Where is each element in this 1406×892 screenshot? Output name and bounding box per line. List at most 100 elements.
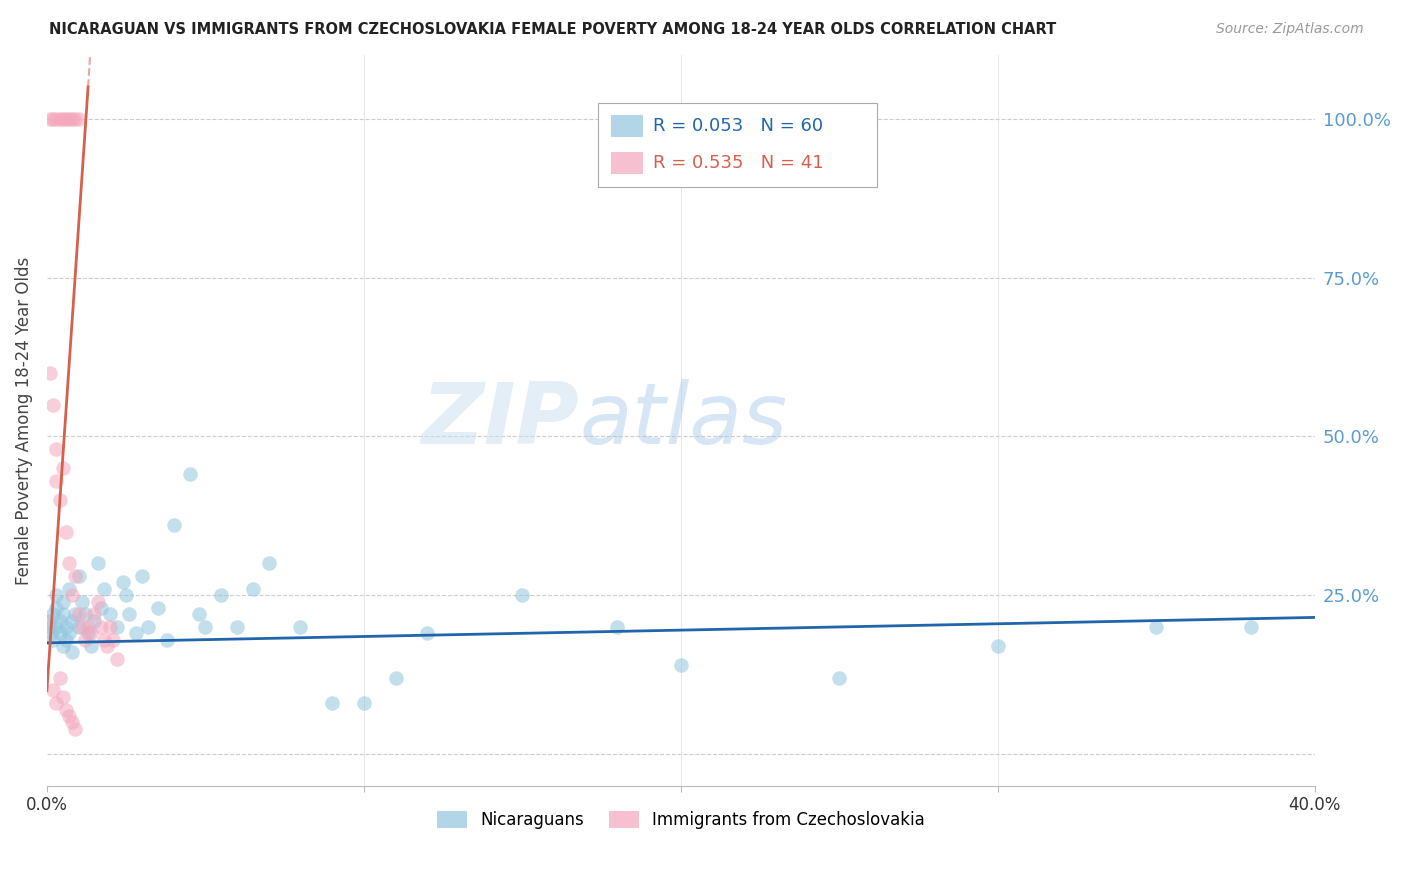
Point [98,620,121,634]
Point [416,626,439,640]
Point [353,696,375,710]
Point [55,620,77,634]
Point [321,696,343,710]
Point [510,588,533,602]
Point [73,632,96,647]
Point [42,632,65,647]
Point [226,620,249,634]
Point [209,588,232,602]
Point [45,696,67,710]
Text: R = 0.535   N = 41: R = 0.535 N = 41 [652,153,824,171]
Point [83,614,105,628]
Point [39,366,62,380]
FancyBboxPatch shape [612,152,643,174]
Point [384,671,406,685]
Point [669,658,692,673]
Point [290,620,312,634]
Point [65,722,87,736]
Text: R = 0.053   N = 60: R = 0.053 N = 60 [652,117,823,135]
Point [45,112,67,126]
Y-axis label: Female Poverty Among 18-24 Year Olds: Female Poverty Among 18-24 Year Olds [15,256,32,584]
Point [39,112,62,126]
Point [257,557,280,571]
Point [58,582,80,596]
Point [58,557,80,571]
Point [58,709,80,723]
Point [55,112,77,126]
Point [131,569,153,583]
Point [52,594,75,608]
Point [67,607,90,622]
Point [58,112,80,126]
Text: NICARAGUAN VS IMMIGRANTS FROM CZECHOSLOVAKIA FEMALE POVERTY AMONG 18-24 YEAR OLD: NICARAGUAN VS IMMIGRANTS FROM CZECHOSLOV… [49,22,1056,37]
Point [90,600,112,615]
Point [115,588,138,602]
Point [55,702,77,716]
Point [156,632,179,647]
Point [136,620,159,634]
Point [48,112,70,126]
Point [55,524,77,539]
Point [65,607,87,622]
Text: atlas: atlas [579,379,787,462]
Point [146,600,169,615]
Point [86,594,108,608]
FancyBboxPatch shape [612,115,643,137]
Point [77,626,100,640]
Point [1144,620,1167,634]
Text: ZIP: ZIP [422,379,579,462]
Point [52,607,75,622]
Point [83,607,105,622]
Point [67,620,90,634]
Point [93,632,115,647]
Point [60,614,83,628]
Point [67,112,90,126]
Point [65,569,87,583]
Point [42,112,65,126]
Point [86,557,108,571]
Point [65,112,87,126]
Point [52,461,75,475]
Point [828,671,851,685]
Point [60,588,83,602]
Point [60,715,83,730]
Point [70,594,93,608]
Point [52,690,75,704]
Point [103,632,125,647]
Point [67,569,90,583]
Point [52,639,75,653]
Point [48,614,70,628]
Point [52,112,75,126]
Point [48,671,70,685]
Point [606,620,628,634]
Point [105,620,128,634]
Point [45,442,67,456]
Point [45,620,67,634]
Point [42,607,65,622]
Point [38,620,60,634]
Point [45,588,67,602]
Point [48,626,70,640]
Point [42,398,65,412]
Point [80,639,103,653]
Point [163,518,186,533]
Point [42,683,65,698]
Point [39,614,62,628]
Point [60,112,83,126]
Point [77,620,100,634]
Point [41,626,63,640]
Point [194,620,217,634]
Point [73,607,96,622]
Text: Source: ZipAtlas.com: Source: ZipAtlas.com [1216,22,1364,37]
Point [118,607,141,622]
Point [1240,620,1263,634]
Point [96,639,118,653]
Point [179,467,201,482]
Point [58,626,80,640]
Point [70,620,93,634]
Point [242,582,264,596]
Point [93,582,115,596]
Point [124,626,146,640]
Point [45,474,67,488]
Point [98,607,121,622]
